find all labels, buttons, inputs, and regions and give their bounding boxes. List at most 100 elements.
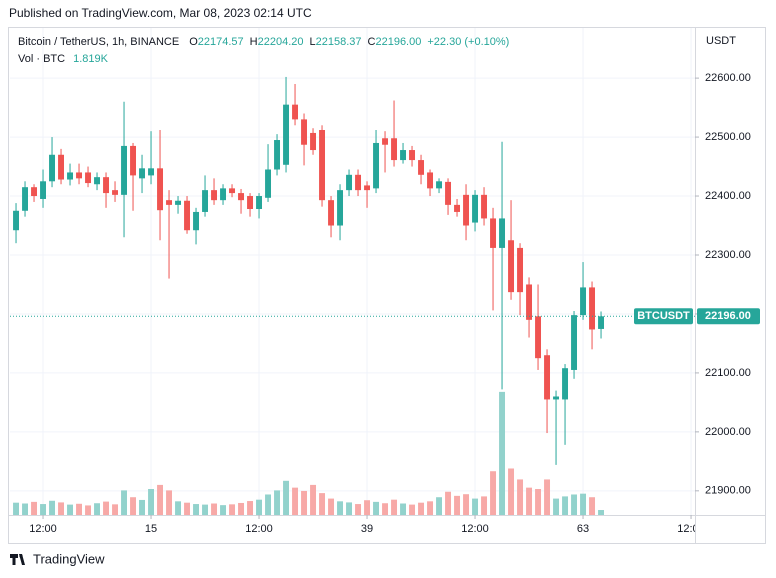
volume-bar: [193, 504, 200, 515]
volume-value: 1.819K: [73, 53, 109, 65]
volume-bars: [13, 391, 605, 515]
candle-body: [202, 190, 209, 212]
candle-body: [499, 218, 506, 248]
candle-body: [310, 132, 317, 151]
legend-value: 22196.00: [375, 36, 421, 48]
volume-bar: [184, 502, 191, 515]
frame: [8, 27, 766, 544]
volume-bar: [598, 510, 605, 515]
candle-body: [274, 140, 281, 170]
brand-logo: [10, 554, 25, 565]
candle-body: [58, 154, 65, 180]
volume-bar: [454, 495, 461, 515]
candle-body: [265, 169, 272, 198]
candle-body: [346, 174, 353, 191]
volume-bar: [247, 501, 254, 515]
volume-bar: [49, 500, 56, 515]
candle-body: [427, 172, 434, 189]
candles: [13, 76, 605, 465]
volume-bar: [121, 490, 128, 515]
volume-bar: [373, 501, 380, 515]
symbol-badge-text: BTCUSDT: [637, 310, 690, 322]
volume-bar: [508, 468, 515, 515]
legend-value: 22158.37: [316, 36, 362, 48]
x-tick-label: 12:00: [461, 523, 489, 535]
y-tick-label: 22400.00: [705, 190, 751, 202]
candle-body: [85, 172, 92, 184]
candle-body: [229, 188, 236, 194]
volume-bar: [211, 503, 218, 515]
volume-bar: [355, 504, 362, 515]
candle-body: [418, 160, 425, 175]
legend-value: 22174.57: [198, 36, 244, 48]
legend-value: 22204.20: [258, 36, 304, 48]
candle-body: [49, 154, 56, 182]
volume-bar: [337, 501, 344, 515]
candle-body: [22, 187, 29, 211]
candle-body: [301, 119, 308, 145]
volume-bar: [229, 504, 236, 515]
brand: TradingView: [33, 551, 105, 566]
volume-bar: [436, 497, 443, 515]
volume-bar: [400, 503, 407, 515]
candle-body: [490, 218, 497, 248]
candle-body: [40, 181, 47, 199]
candle-body: [571, 315, 578, 370]
candle-body: [454, 204, 461, 212]
candle-body: [436, 181, 443, 189]
candle-body: [463, 194, 470, 226]
volume-bar: [562, 496, 569, 515]
volume-bar: [94, 503, 101, 515]
candle-body: [553, 396, 560, 400]
legend: Bitcoin / TetherUS, 1h, BINANCE O22174.57…: [18, 36, 509, 48]
volume-bar: [391, 499, 398, 515]
volume-bar: [535, 489, 542, 515]
volume-bar: [580, 493, 587, 515]
candle-body: [526, 284, 533, 320]
candle-body: [211, 190, 218, 201]
candle-body: [481, 194, 488, 219]
candle-body: [355, 174, 362, 191]
volume-bar: [463, 494, 470, 515]
candle-body: [472, 194, 479, 223]
volume-bar: [274, 490, 281, 515]
volume-bar: [472, 498, 479, 515]
volume-bar: [67, 504, 74, 515]
symbol-badge: [634, 308, 693, 325]
candle-body: [121, 145, 128, 195]
volume-bar: [292, 487, 299, 515]
volume-bar: [31, 501, 38, 515]
volume-bar: [112, 504, 119, 515]
price-badge: [697, 308, 760, 325]
legend-change: +22.30 (+0.10%): [427, 36, 509, 48]
candle-body: [157, 168, 164, 211]
y-tick-label: 22600.00: [705, 72, 751, 84]
candle-body: [76, 172, 83, 179]
volume-bar: [13, 502, 20, 515]
candle-body: [247, 196, 254, 210]
candle-body: [220, 188, 227, 201]
volume-bar: [364, 500, 371, 515]
candle-body: [535, 316, 542, 359]
candle-body: [319, 129, 326, 201]
volume-bar: [589, 497, 596, 515]
candle-body: [598, 316, 605, 329]
volume-bar: [76, 503, 83, 515]
volume-bar: [544, 479, 551, 515]
candle-body: [238, 193, 245, 201]
candle-body: [562, 368, 569, 400]
y-tick-label: 22300.00: [705, 249, 751, 261]
volume-bar: [409, 504, 416, 515]
candle-body: [292, 104, 299, 120]
volume-bar: [238, 502, 245, 515]
candle-body: [103, 177, 110, 194]
volume-bar: [571, 494, 578, 515]
candle-body: [337, 190, 344, 226]
candle-body: [130, 145, 137, 176]
volume-bar: [202, 504, 209, 515]
legend-key: L: [310, 36, 316, 48]
volume-label: Vol · BTC: [18, 53, 65, 65]
